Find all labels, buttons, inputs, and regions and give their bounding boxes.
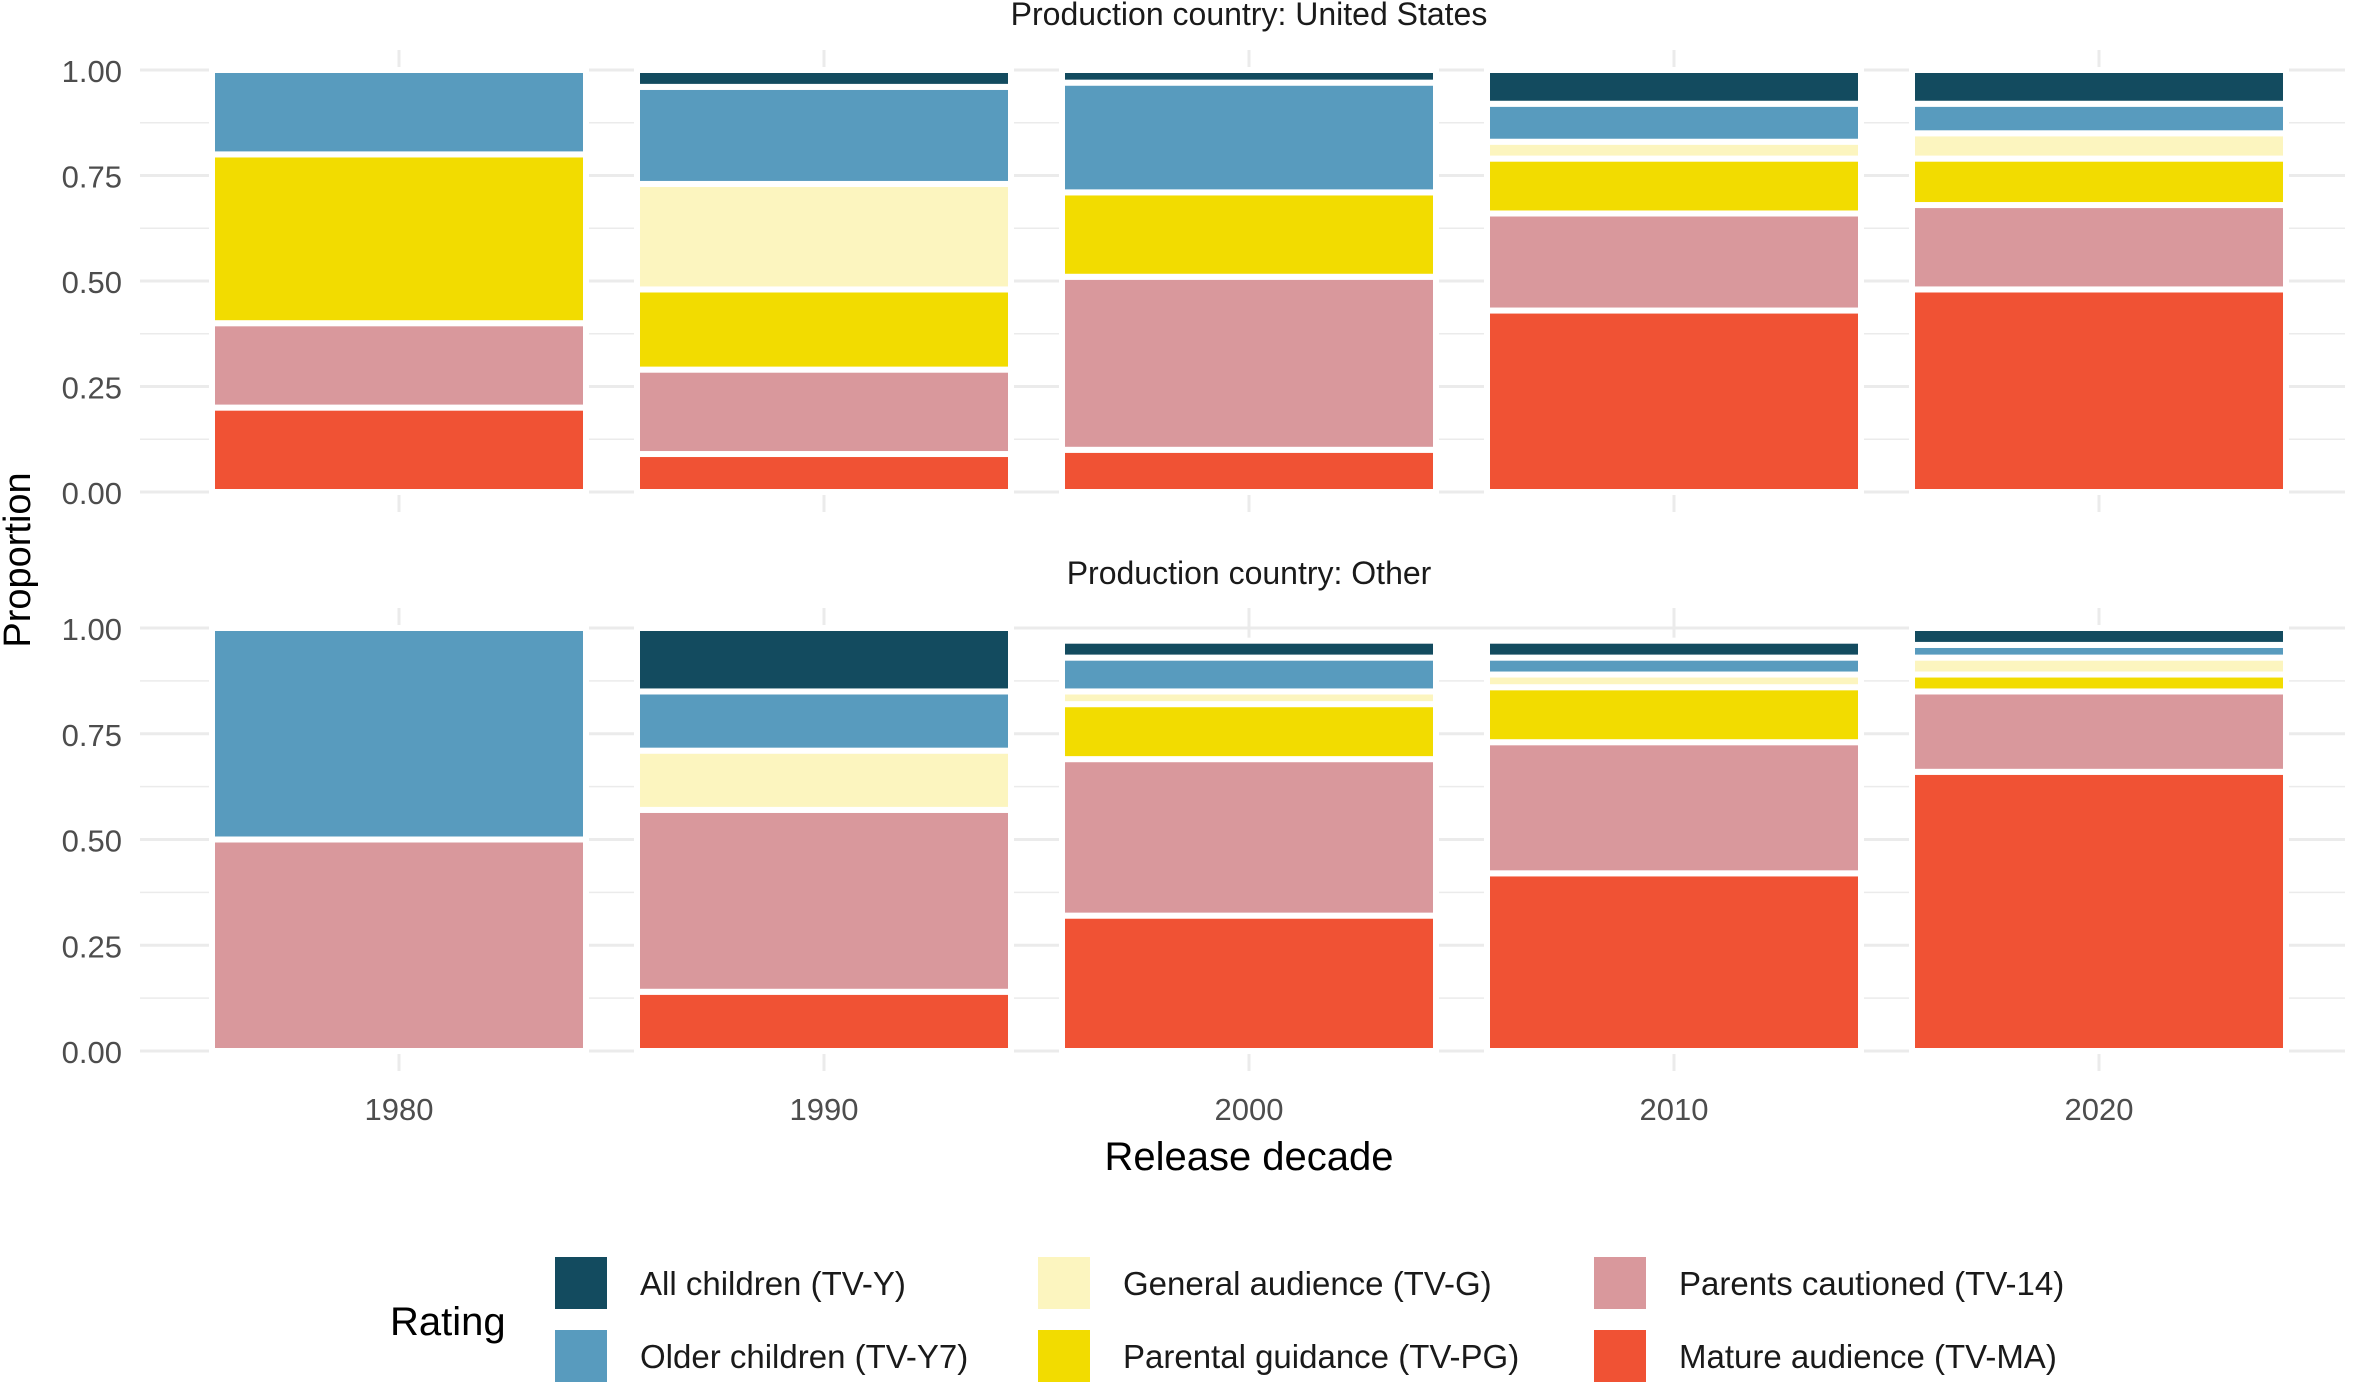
y-tick-label: 0.00 [62,476,122,511]
legend-swatch-tv-14 [1594,1257,1646,1309]
bar-segment-tv-pg [1059,701,1439,763]
legend-swatch-tv-ma [1594,1330,1646,1382]
bar-segment-tv-14 [1059,756,1439,919]
bar-segment-tv-ma [1909,768,2289,1054]
bar-segment-tv-g [634,747,1014,813]
panel-title: Production country: Other [1067,555,1432,591]
bar-segment-tv-pg [1909,155,2289,209]
x-tick-label: 1990 [790,1092,859,1127]
bar-segment-tv-y7 [209,67,589,158]
bar-segment-tv-g [634,180,1014,293]
legend-label: Older children (TV-Y7) [640,1338,968,1375]
y-tick-label: 0.25 [62,371,122,406]
bar-segment-tv-g [1909,130,2289,162]
legend-label: Parents cautioned (TV-14) [1679,1265,2064,1302]
bar-segment-tv-y [1059,67,1439,86]
legend-swatch-tv-y [555,1257,607,1309]
bar-segment-tv-y [1059,637,1439,661]
y-tick-label: 1.00 [62,54,122,89]
bar-segment-tv-ma [209,404,589,496]
bar-segment-tv-pg [1484,684,1864,746]
bar-segment-tv-14 [634,366,1014,458]
bar-segment-tv-14 [1909,688,2289,775]
bar-segment-tv-pg [634,286,1014,373]
x-tick-label: 1980 [365,1092,434,1127]
legend-label: All children (TV-Y) [640,1265,906,1302]
x-axis-title: Release decade [1104,1135,1393,1179]
bar-segment-tv-ma [1059,446,1439,495]
bar-segment-tv-y7 [1909,100,2289,137]
legend-label: Parental guidance (TV-PG) [1123,1338,1519,1375]
legend-swatch-tv-g [1038,1257,1090,1309]
bar-segment-tv-14 [1909,202,2289,293]
panel-title: Production country: United States [1011,0,1488,32]
bar-segment-tv-ma [1909,286,2289,495]
bar-segment-tv-y7 [1059,79,1439,196]
y-axis-title: Proportion [0,472,39,647]
bar-segment-tv-y7 [634,83,1014,187]
bar-segment-tv-pg [1484,155,1864,217]
legend-title: Rating [390,1300,506,1344]
bar-segment-tv-y [1484,67,1864,107]
bar-segment-tv-y7 [634,688,1014,754]
legend-label: Mature audience (TV-MA) [1679,1338,2057,1375]
bar-segment-tv-14 [209,320,589,411]
bar-segment-tv-14 [1484,210,1864,314]
bar-segment-tv-y [1484,637,1864,661]
bar-segment-tv-pg [209,151,589,327]
bar-segment-tv-y7 [1059,654,1439,695]
bar-segment-tv-14 [1484,739,1864,877]
bar-segment-tv-y [1909,67,2289,107]
bar-segment-tv-14 [1059,273,1439,453]
bar-segment-tv-y7 [209,625,589,843]
x-tick-label: 2010 [1640,1092,1709,1127]
y-tick-label: 0.50 [62,824,122,859]
legend-label: General audience (TV-G) [1123,1265,1492,1302]
y-tick-label: 0.75 [62,718,122,753]
bar-segment-tv-ma [634,451,1014,495]
bar-segment-tv-y7 [1484,100,1864,145]
bar-segment-tv-y [634,67,1014,90]
x-tick-label: 2000 [1215,1092,1284,1127]
bar-segment-tv-y [634,625,1014,695]
y-tick-label: 0.75 [62,160,122,195]
x-tick-label: 2020 [2065,1092,2134,1127]
bar-segment-tv-pg [1059,189,1439,280]
bar-segment-tv-ma [1484,307,1864,496]
legend-swatch-tv-y7 [555,1330,607,1382]
bar-segment-tv-y [1909,625,2289,648]
y-tick-label: 1.00 [62,612,122,647]
bar-segment-tv-14 [634,806,1014,995]
y-tick-label: 0.00 [62,1035,122,1070]
bar-segment-tv-ma [1484,870,1864,1055]
y-tick-label: 0.50 [62,265,122,300]
y-tick-label: 0.25 [62,929,122,964]
bar-segment-tv-ma [634,988,1014,1055]
legend-swatch-tv-pg [1038,1330,1090,1382]
bar-segment-tv-ma [1059,912,1439,1055]
bar-segment-tv-14 [209,836,589,1054]
